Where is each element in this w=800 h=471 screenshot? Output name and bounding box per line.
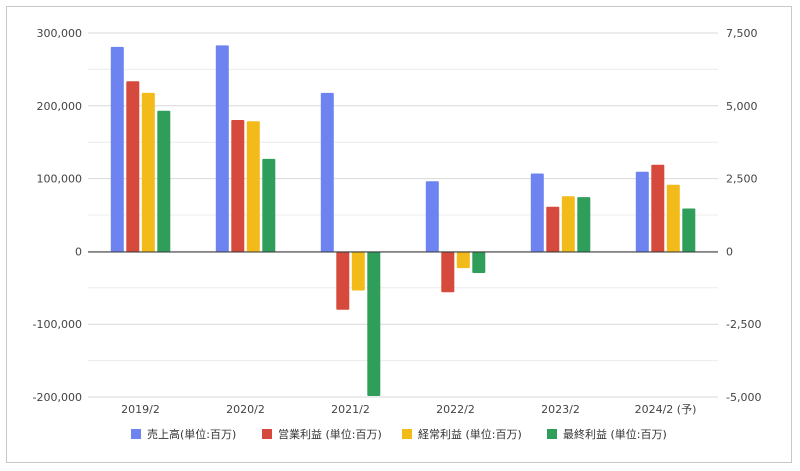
x-tick-label: 2023/2 (541, 403, 580, 416)
bar-4-4 (472, 252, 486, 273)
bar-4-6 (682, 208, 696, 252)
legend-swatch (131, 429, 141, 439)
right-tick-label: 0 (726, 245, 733, 258)
left-tick-label: -200,000 (33, 391, 82, 404)
bar-3-3 (351, 252, 365, 291)
bar-1-5 (530, 173, 544, 252)
x-tick-label: 2020/2 (226, 403, 265, 416)
bar-1-3 (320, 92, 334, 253)
right-axis-ticks: 7,500 5,000 2,500 0 -2,500 -5,000 (726, 27, 761, 404)
bar-4-5 (577, 197, 591, 252)
bar-1-1 (110, 46, 124, 253)
left-tick-label: -100,000 (33, 318, 82, 331)
bar-2-3 (336, 252, 350, 310)
x-tick-label: 2019/2 (121, 403, 160, 416)
bar-1-6 (635, 171, 649, 252)
bar-4-2 (262, 158, 276, 252)
legend-label: 最終利益 (単位:百万) (563, 427, 667, 441)
bar-4-1 (157, 110, 171, 252)
right-tick-label: -2,500 (726, 318, 761, 331)
legend-swatch (402, 429, 412, 439)
right-tick-label: -5,000 (726, 391, 761, 404)
x-axis-ticks: 2019/2 2020/2 2021/2 2022/2 2023/2 2024/2 (予) (121, 403, 696, 416)
bars (110, 45, 696, 396)
right-tick-label: 7,500 (726, 27, 758, 40)
legend-label: 経常利益 (単位:百万) (418, 427, 522, 441)
right-tick-label: 2,500 (726, 173, 758, 186)
bar-1-4 (425, 181, 439, 252)
grid-lines (88, 32, 718, 398)
bar-3-6 (666, 184, 680, 252)
bar-1-2 (215, 45, 229, 253)
bar-2-1 (126, 81, 140, 252)
left-tick-label: 300,000 (37, 27, 83, 40)
left-tick-label: 100,000 (37, 173, 83, 186)
x-tick-label: 2024/2 (予) (635, 403, 697, 416)
bar-3-1 (141, 92, 155, 253)
legend-swatch (547, 429, 557, 439)
legend-label: 営業利益 (単位:百万) (278, 427, 382, 441)
bar-4-3 (367, 252, 381, 396)
x-tick-label: 2021/2 (331, 403, 370, 416)
bar-3-2 (246, 121, 260, 252)
left-tick-label: 0 (75, 245, 82, 258)
bar-2-4 (441, 252, 455, 293)
x-tick-label: 2022/2 (436, 403, 475, 416)
bar-2-2 (231, 120, 245, 252)
bar-2-6 (651, 164, 665, 252)
left-axis-ticks: 300,000 200,000 100,000 0 -100,000 -200,000 (33, 27, 82, 404)
bar-3-4 (456, 252, 470, 269)
left-tick-label: 200,000 (37, 100, 83, 113)
legend-label: 売上高(単位:百万) (147, 427, 236, 441)
legend-swatch (262, 429, 272, 439)
bar-3-5 (561, 196, 575, 252)
bar-2-5 (546, 206, 560, 252)
legend: 売上高(単位:百万) 営業利益 (単位:百万) 経常利益 (単位:百万) 最終利益 (… (131, 427, 667, 441)
right-tick-label: 5,000 (726, 100, 758, 113)
